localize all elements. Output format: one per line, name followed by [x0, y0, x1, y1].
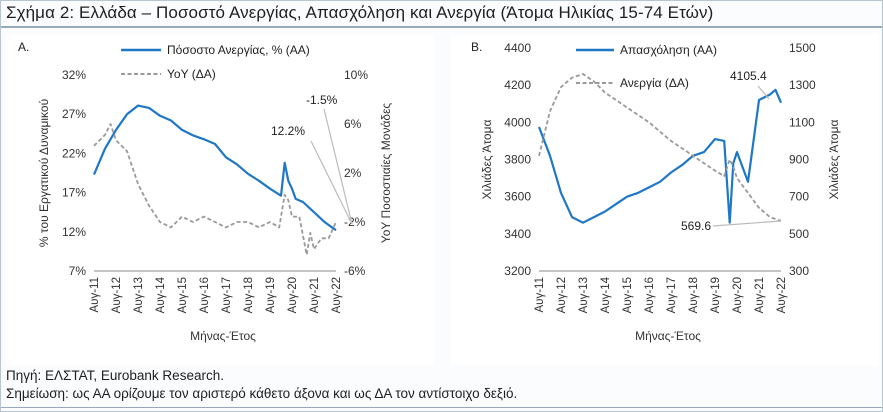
series-line-1 [92, 104, 337, 232]
legend-label: YoY (ΔΑ) [167, 67, 216, 81]
annotation-label: 569.6 [681, 219, 711, 233]
legend-label: Ανεργία (ΔΑ) [620, 76, 689, 90]
y-left-axis-title: % του Εργατικού Δυναμικού [37, 99, 51, 247]
x-tick-label: Αυγ-13 [133, 277, 145, 313]
footer-rule [1, 407, 882, 408]
y-left-tick-label: 4400 [504, 41, 531, 55]
figure-title: Σχήμα 2: Ελλάδα – Ποσοστό Ανεργίας, Απασ… [6, 3, 714, 22]
x-tick-label: Αυγ-15 [177, 277, 189, 313]
y-right-tick-label: 700 [789, 190, 809, 204]
y-left-tick-label: 12% [62, 225, 86, 239]
y-left-tick-label: 27% [62, 107, 86, 121]
y-right-tick-label: 900 [789, 153, 809, 167]
explanatory-note: Σημείωση: ως ΑΑ ορίζουμε τον αριστερό κά… [6, 386, 518, 401]
y-left-tick-label: 3800 [504, 153, 531, 167]
legend-label: Απασχόληση (ΑΑ) [620, 43, 717, 57]
y-left-tick-label: 7% [69, 264, 87, 278]
x-tick-label: Αυγ-20 [732, 277, 744, 313]
chart-a: A. 7% 12% 17% 22% 27% 32% -6% -2% 2% 6% 10% % του Ερ… [18, 40, 393, 343]
y-right-tick-label: 500 [789, 227, 809, 241]
x-tick-label: Αυγ-15 [622, 277, 634, 313]
y-right-tick-label: 2% [344, 166, 362, 180]
x-tick-label: Αυγ-17 [666, 277, 678, 313]
y-left-tick-label: 32% [62, 68, 86, 82]
series-line-1 [537, 88, 783, 224]
x-tick-label: Αυγ-12 [556, 277, 568, 313]
series-line-2 [93, 123, 337, 256]
panel-label: B. [471, 40, 482, 54]
x-tick-label: Αυγ-19 [710, 277, 722, 313]
y-left-tick-label: 3200 [504, 264, 531, 278]
y-left-tick-label: 22% [62, 146, 86, 160]
y-right-tick-label: 1300 [789, 78, 816, 92]
callout-line [712, 220, 782, 227]
x-axis-title: Μήνας-Έτος [190, 329, 256, 343]
panel-a: A. 7% 12% 17% 22% 27% 32% -6% -2% 2% 6% 10% % του Ερ… [6, 35, 434, 365]
y-right-axis-title: YoY Ποσοστιαίες Μονάδες [379, 103, 393, 244]
x-axis-title: Μήνας-Έτος [635, 329, 701, 343]
x-tick-label: Αυγ-14 [155, 276, 167, 313]
x-tick-label: Αυγ-17 [221, 277, 233, 313]
annotation-label: -1.5% [306, 93, 338, 107]
legend-label: Πόσοστο Ανεργίας, % (ΑΑ) [167, 43, 310, 57]
x-tick-label: Αυγ-11 [89, 277, 101, 312]
y-left-tick-label: 4200 [504, 78, 531, 92]
chart-b: B. 3200 3400 3600 3800 4000 4200 4400 300 500 700 9… [471, 40, 841, 343]
x-tick-label: Αυγ-21 [754, 277, 766, 313]
x-tick-label: Αυγ-11 [534, 277, 546, 312]
x-tick-label: Αυγ-16 [644, 277, 656, 313]
x-tick-label: Αυγ-21 [309, 277, 321, 313]
y-left-tick-label: 3400 [504, 227, 531, 241]
y-right-tick-label: -6% [344, 264, 366, 278]
panel-label: A. [18, 40, 29, 54]
y-left-tick-label: 17% [62, 186, 86, 200]
y-left-axis-title: Χιλιάδες Άτομα [480, 120, 494, 200]
y-right-axis-title: Χιλιάδες Άτομα [827, 120, 841, 200]
y-right-tick-label: 300 [789, 264, 809, 278]
x-tick-label: Αυγ-16 [199, 277, 211, 313]
title-rule [1, 26, 882, 28]
x-tick-label: Αυγ-22 [331, 277, 343, 313]
y-left-tick-label: 4000 [504, 115, 531, 129]
series-line-2 [538, 73, 782, 222]
annotation-label: 12.2% [271, 124, 305, 138]
x-tick-label: Αυγ-18 [688, 277, 700, 313]
y-right-tick-label: 1100 [789, 115, 815, 129]
x-tick-label: Αυγ-18 [243, 277, 255, 313]
x-tick-label: Αυγ-20 [287, 277, 299, 313]
y-right-tick-label: 10% [344, 68, 368, 82]
x-tick-label: Αυγ-12 [111, 277, 123, 313]
y-right-tick-label: 6% [344, 117, 362, 131]
x-tick-label: Αυγ-19 [265, 277, 277, 313]
annotation-label: 4105.4 [730, 69, 767, 83]
callout-line [310, 140, 353, 225]
callout-line [757, 85, 770, 100]
y-left-tick-label: 3600 [504, 190, 531, 204]
y-right-tick-label: -2% [344, 215, 366, 229]
y-right-tick-label: 1500 [789, 41, 816, 55]
x-tick-label: Αυγ-22 [776, 277, 788, 313]
callout-line [323, 108, 353, 225]
panel-b: B. 3200 3400 3600 3800 4000 4200 4400 300 500 700 9… [451, 35, 879, 365]
source-note: Πηγή: ΕΛΣΤΑΤ, Eurobank Research. [6, 368, 224, 383]
x-tick-label: Αυγ-14 [600, 276, 612, 313]
x-tick-label: Αυγ-13 [578, 277, 590, 313]
